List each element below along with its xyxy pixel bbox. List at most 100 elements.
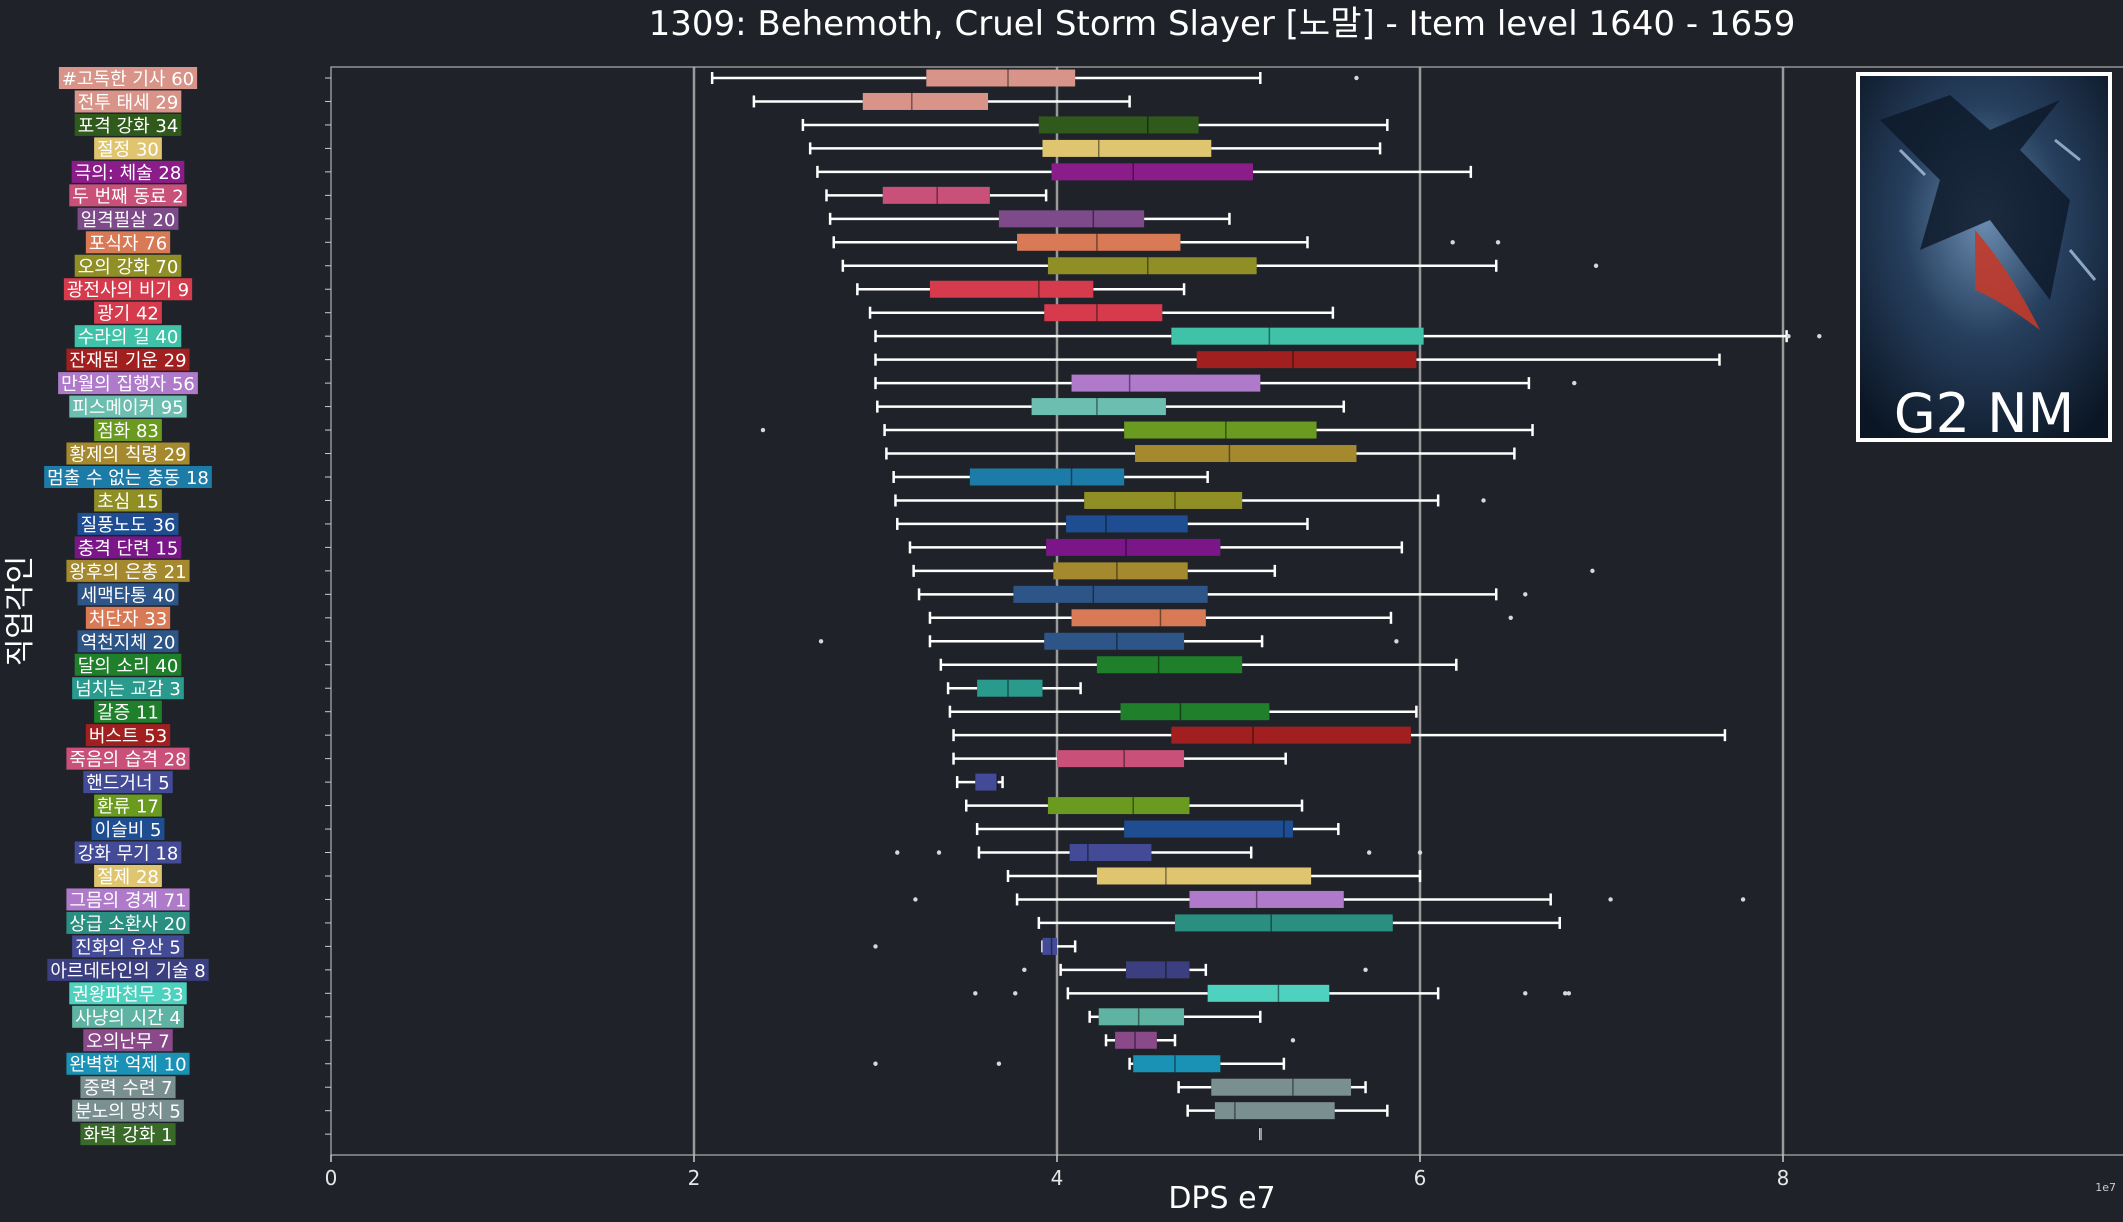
box-iqr — [1133, 1055, 1221, 1073]
category-label: 죽음의 습격 28 — [66, 747, 190, 771]
category-label-bg — [58, 372, 198, 395]
category-label-bg — [74, 90, 182, 113]
box-row — [1177, 1078, 1367, 1096]
category-label: 초심 15 — [94, 489, 162, 512]
category-label-text: 극의: 체술 28 — [75, 163, 182, 184]
box-iqr — [1013, 585, 1208, 603]
category-label-bg — [94, 419, 162, 442]
outlier-point — [1495, 240, 1501, 245]
category-label-bg — [66, 888, 190, 911]
category-label: 일격필살 20 — [77, 207, 179, 231]
x-tick-label: 2 — [688, 1166, 701, 1190]
box-row — [973, 984, 1572, 1002]
category-label-text: 이슬비 5 — [95, 820, 162, 841]
badge-text: G2 NM — [1894, 382, 2074, 445]
box-iqr — [1044, 304, 1163, 322]
category-label-text: 그믐의 경계 71 — [69, 890, 186, 911]
boss-portrait: G2 NM — [1856, 72, 2112, 445]
category-label: 핸드거너 5 — [83, 771, 173, 794]
box-iqr — [929, 280, 1094, 298]
category-label: 잔재된 기운 29 — [66, 348, 190, 372]
box-row — [1104, 1031, 1296, 1049]
category-label: 버스트 53 — [85, 724, 171, 747]
category-label: 오의 강화 70 — [74, 254, 182, 278]
box-iqr — [1096, 656, 1243, 674]
box-row — [955, 773, 1004, 791]
box-iqr — [1071, 374, 1261, 392]
outlier-point — [1013, 991, 1018, 996]
category-label-text: 아르데타인의 기술 8 — [50, 961, 205, 982]
box-iqr — [1211, 1078, 1352, 1096]
box-iqr — [1071, 609, 1206, 627]
x-scale-note: 1e7 — [2095, 1181, 2116, 1194]
box-row — [874, 327, 1822, 345]
category-label-text: 피스메이커 95 — [72, 398, 183, 419]
category-label: 세맥타통 40 — [77, 583, 179, 606]
category-label-bg — [74, 113, 182, 136]
category-label-bg — [69, 982, 187, 1005]
category-label-text: 핸드거너 5 — [86, 773, 169, 794]
category-label: 절정 30 — [94, 137, 162, 160]
category-label-text: 권왕파천무 33 — [72, 984, 183, 1005]
category-label-bg — [44, 465, 212, 488]
box-row — [948, 703, 1418, 721]
outlier-point — [895, 850, 900, 855]
outlier-point — [1290, 1038, 1296, 1043]
box-row — [885, 445, 1516, 463]
category-label-text: 포식자 76 — [89, 233, 167, 254]
category-label: 중력 수련 7 — [80, 1076, 176, 1099]
category-label: 만월의 집행자 56 — [58, 372, 198, 395]
outlier-point — [1786, 333, 1791, 339]
outlier-point — [1608, 897, 1613, 902]
category-label-bg — [66, 559, 190, 582]
box-row — [873, 937, 1077, 955]
category-label-bg — [94, 301, 162, 324]
outlier-point — [818, 639, 824, 644]
box-series — [710, 69, 1822, 1143]
outlier-point — [1817, 333, 1822, 339]
category-label-bg — [74, 653, 182, 676]
category-label: 전투 태세 29 — [74, 90, 182, 113]
box-iqr — [1171, 726, 1411, 744]
category-label: #고독한 기사 60 — [58, 67, 198, 90]
category-label-bg — [66, 911, 190, 934]
x-tick-label: 6 — [1414, 1166, 1427, 1190]
box-iqr — [1047, 257, 1257, 275]
category-label-bg — [74, 254, 182, 277]
box-iqr — [862, 92, 989, 110]
category-label: 역천지체 20 — [77, 630, 179, 653]
category-label-text: 세맥타통 40 — [81, 585, 176, 606]
category-label: 진화의 유산 5 — [72, 935, 184, 958]
category-label: 극의: 체술 28 — [71, 160, 185, 184]
category-label-text: 두 번째 동료 2 — [72, 186, 183, 207]
category-label-text: 상급 소환사 20 — [69, 914, 186, 935]
category-label-text: 수라의 길 40 — [78, 327, 179, 348]
category-label-bg — [47, 958, 209, 981]
box-row — [908, 538, 1404, 556]
box-row — [825, 186, 1048, 204]
category-label-bg — [74, 325, 182, 348]
category-label: 점화 83 — [94, 419, 162, 442]
box-iqr — [1069, 844, 1152, 862]
outlier-point — [1481, 498, 1486, 503]
category-label-text: 초심 15 — [97, 491, 159, 512]
category-label-bg — [74, 536, 182, 559]
box-row — [832, 233, 1501, 251]
outlier-point — [1566, 991, 1572, 996]
category-label: 멈출 수 없는 충동 18 — [44, 465, 212, 489]
category-label-bg — [94, 489, 162, 512]
outlier-point — [1022, 967, 1027, 973]
box-row — [874, 351, 1721, 369]
box-iqr — [1053, 562, 1188, 580]
box-iqr — [1042, 937, 1057, 955]
category-label: 포격 강화 34 — [74, 113, 182, 137]
outlier-point — [1450, 240, 1455, 245]
box-iqr — [1044, 632, 1185, 650]
box-row — [710, 69, 1359, 87]
category-label-bg — [83, 1029, 173, 1052]
category-label: 황제의 칙령 29 — [66, 442, 190, 466]
box-row — [1006, 867, 1422, 885]
category-label-bg — [85, 606, 171, 629]
box-iqr — [1174, 914, 1393, 932]
box-row — [939, 656, 1458, 674]
